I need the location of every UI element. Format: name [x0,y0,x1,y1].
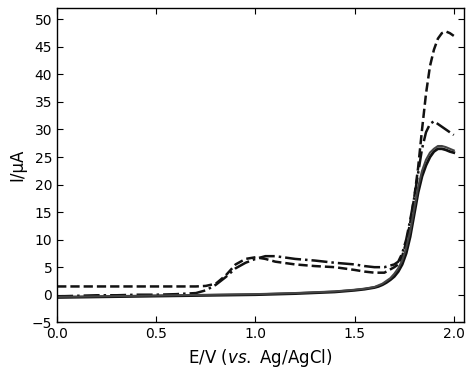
Y-axis label: I/μA: I/μA [9,149,27,181]
X-axis label: E/V ($\it{vs.}$ Ag/AgCl): E/V ($\it{vs.}$ Ag/AgCl) [188,347,333,369]
